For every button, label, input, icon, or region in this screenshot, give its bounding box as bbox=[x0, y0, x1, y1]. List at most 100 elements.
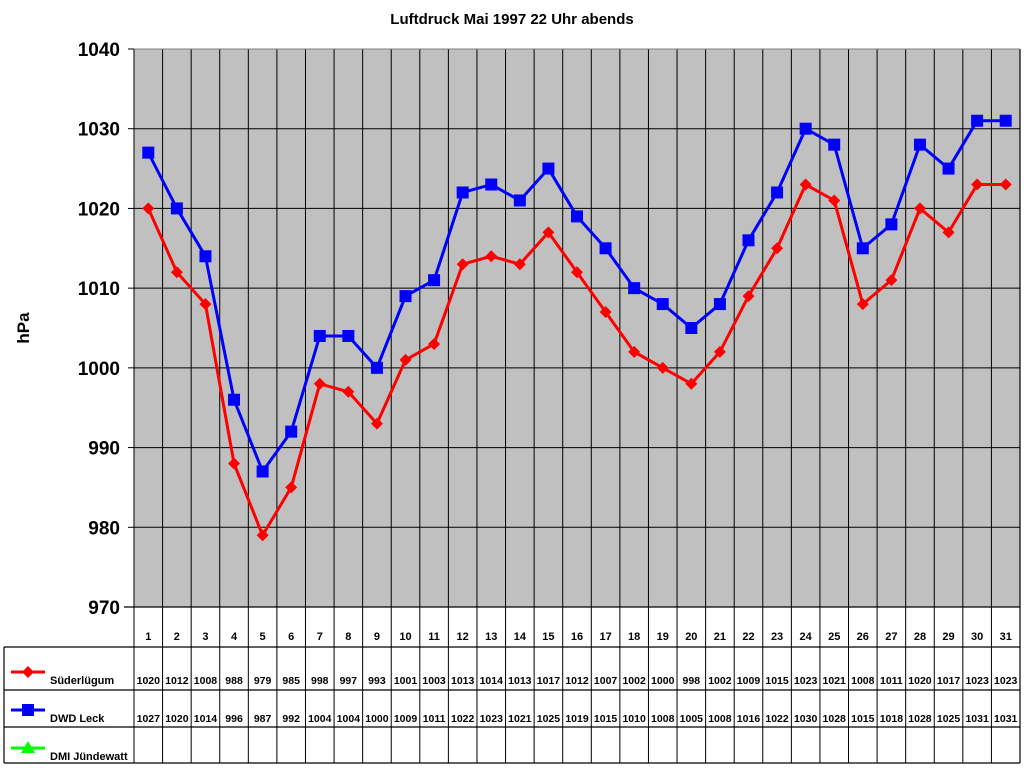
data-point bbox=[370, 361, 383, 374]
x-tick-label: 31 bbox=[1000, 631, 1012, 643]
table-cell: 1018 bbox=[880, 713, 904, 725]
data-point bbox=[942, 162, 955, 175]
x-tick-label: 17 bbox=[599, 631, 611, 643]
table-cell: 1011 bbox=[423, 713, 446, 725]
data-point bbox=[771, 186, 784, 199]
table-cell: 1020 bbox=[137, 675, 161, 687]
data-point bbox=[170, 266, 183, 279]
table-cell: 1000 bbox=[365, 713, 389, 725]
data-point bbox=[256, 529, 269, 542]
data-point bbox=[685, 377, 698, 390]
x-tick-label: 20 bbox=[685, 631, 697, 643]
table-cell: 1023 bbox=[794, 675, 818, 687]
y-tick-label: 1020 bbox=[78, 199, 120, 220]
data-point bbox=[313, 377, 326, 390]
data-point bbox=[999, 178, 1012, 191]
data-point bbox=[285, 481, 298, 494]
data-point bbox=[456, 186, 469, 199]
y-tick-label: 1010 bbox=[78, 279, 120, 300]
table-cell: 979 bbox=[254, 675, 272, 687]
x-tick-label: 1 bbox=[145, 631, 151, 643]
table-cell: 1004 bbox=[337, 713, 361, 725]
table-cell: 1022 bbox=[765, 713, 789, 725]
data-point bbox=[628, 345, 641, 358]
table-cell: 1013 bbox=[508, 675, 532, 687]
table-cell: 993 bbox=[368, 675, 386, 687]
table-cell: 1027 bbox=[137, 713, 161, 725]
table-cell: 1031 bbox=[965, 713, 989, 725]
x-tick-label: 19 bbox=[657, 631, 669, 643]
table-cell: 1017 bbox=[537, 675, 561, 687]
table-cell: 1002 bbox=[622, 675, 646, 687]
table-cell: 996 bbox=[225, 713, 243, 725]
chart-title: Luftdruck Mai 1997 22 Uhr abends bbox=[390, 11, 634, 28]
data-point bbox=[799, 178, 812, 191]
table-cell: 1007 bbox=[594, 675, 618, 687]
table-cell: 1015 bbox=[851, 713, 875, 725]
x-tick-label: 11 bbox=[428, 631, 440, 643]
table-cell: 1023 bbox=[965, 675, 989, 687]
y-tick-label: 970 bbox=[88, 598, 120, 619]
x-tick-label: 25 bbox=[828, 631, 840, 643]
table-cell: 1005 bbox=[680, 713, 704, 725]
data-point bbox=[828, 138, 841, 151]
x-tick-label: 23 bbox=[771, 631, 783, 643]
data-point bbox=[513, 194, 526, 207]
data-point bbox=[170, 202, 183, 215]
data-point bbox=[971, 178, 984, 191]
table-cell: 1012 bbox=[165, 675, 189, 687]
table-cell: 1023 bbox=[480, 713, 504, 725]
data-point bbox=[942, 226, 955, 239]
data-point bbox=[913, 202, 926, 215]
table-cell: 1019 bbox=[565, 713, 589, 725]
table-cell: 1025 bbox=[937, 713, 961, 725]
x-tick-label: 21 bbox=[714, 631, 726, 643]
x-tick-label: 14 bbox=[514, 631, 527, 643]
table-cell: 1021 bbox=[508, 713, 532, 725]
table-cell: 998 bbox=[683, 675, 701, 687]
table-cell: 1009 bbox=[394, 713, 418, 725]
data-point bbox=[799, 122, 812, 135]
legend-label: DMI Jündewatt bbox=[50, 751, 128, 763]
data-point bbox=[771, 242, 784, 255]
x-tick-label: 16 bbox=[571, 631, 583, 643]
data-point bbox=[199, 250, 212, 263]
table-cell: 985 bbox=[282, 675, 300, 687]
data-point bbox=[571, 266, 583, 279]
x-tick-label: 10 bbox=[399, 631, 411, 643]
table-cell: 1002 bbox=[708, 675, 732, 687]
table-cell: 1016 bbox=[737, 713, 761, 725]
table-cell: 1028 bbox=[823, 713, 847, 725]
data-point bbox=[142, 202, 155, 215]
x-tick-label: 9 bbox=[374, 631, 380, 643]
x-tick-label: 15 bbox=[542, 631, 554, 643]
data-point bbox=[599, 242, 612, 255]
data-point bbox=[656, 298, 669, 311]
legend-label: Süderlügum bbox=[50, 675, 114, 687]
data-point bbox=[742, 290, 755, 303]
data-point bbox=[399, 290, 412, 303]
x-tick-label: 18 bbox=[628, 631, 640, 643]
table-cell: 1020 bbox=[908, 675, 932, 687]
table-cell: 1030 bbox=[794, 713, 818, 725]
data-point bbox=[542, 162, 555, 175]
table-cell: 998 bbox=[311, 675, 329, 687]
table-cell: 1014 bbox=[480, 675, 504, 687]
data-point bbox=[285, 425, 298, 438]
data-point bbox=[742, 234, 755, 247]
table-cell: 992 bbox=[282, 713, 300, 725]
x-tick-label: 27 bbox=[885, 631, 897, 643]
table-cell: 1022 bbox=[451, 713, 475, 725]
data-point bbox=[885, 218, 898, 231]
data-point bbox=[342, 329, 355, 342]
data-point bbox=[856, 298, 869, 311]
table-cell: 1008 bbox=[194, 675, 218, 687]
data-point bbox=[428, 274, 441, 287]
data-point bbox=[428, 337, 441, 350]
data-point bbox=[256, 465, 269, 478]
table-cell: 1008 bbox=[851, 675, 875, 687]
plot-area bbox=[134, 49, 1020, 607]
table-cell: 1012 bbox=[565, 675, 589, 687]
table-cell: 1021 bbox=[823, 675, 847, 687]
